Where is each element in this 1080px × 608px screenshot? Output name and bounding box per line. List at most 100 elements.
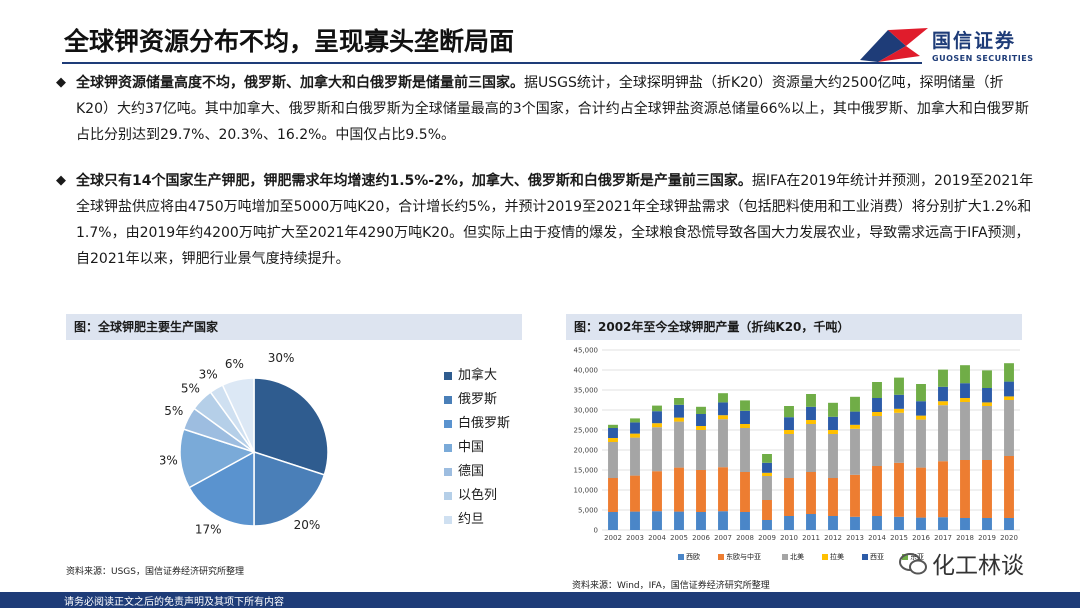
pie-value-label-6: 3% xyxy=(199,368,218,382)
x-tick-label: 2002 xyxy=(604,534,622,542)
y-tick-label: 30,000 xyxy=(574,407,599,415)
y-tick-label: 40,000 xyxy=(574,367,599,375)
legend-label: 俄罗斯 xyxy=(458,392,498,407)
bar-segment-13-3 xyxy=(894,408,904,413)
legend-swatch xyxy=(822,554,828,560)
x-tick-label: 2009 xyxy=(758,534,776,542)
legend-swatch xyxy=(862,554,868,560)
legend-swatch xyxy=(444,443,452,452)
x-tick-label: 2011 xyxy=(802,534,820,542)
legend-swatch xyxy=(902,554,908,560)
title-divider xyxy=(62,62,922,64)
watermark-text: 化工林谈 xyxy=(932,553,1024,579)
pie-chart: 30%20%17%13%5%5%3%6% xyxy=(160,351,329,536)
bar-segment-9-0 xyxy=(806,514,816,530)
bar-segment-6-4 xyxy=(740,410,750,424)
bar-segment-7-0 xyxy=(762,520,772,530)
bar-segment-17-4 xyxy=(982,388,992,403)
bar-segment-9-2 xyxy=(806,424,816,472)
bar-segment-0-2 xyxy=(608,442,618,478)
bar-segment-3-0 xyxy=(674,511,684,530)
bar-segment-6-5 xyxy=(740,400,750,411)
x-tick-label: 2019 xyxy=(978,534,996,542)
pie-value-label-5: 5% xyxy=(181,381,200,395)
x-tick-label: 2016 xyxy=(912,534,930,542)
bar-segment-8-1 xyxy=(784,478,794,516)
bar-segment-7-2 xyxy=(762,476,772,500)
bar-segment-0-1 xyxy=(608,478,618,512)
bar-segment-2-1 xyxy=(652,471,662,512)
bar-segment-17-2 xyxy=(982,406,992,460)
bar-segment-18-2 xyxy=(1004,400,1014,456)
footer-disclaimer: 请务必阅读正文之后的免责声明及其项下所有内容 xyxy=(64,597,284,608)
pie-chart-caption: 图：全球钾肥主要生产国家 xyxy=(66,314,522,340)
legend-label: 中国 xyxy=(458,440,485,455)
x-tick-label: 2006 xyxy=(692,534,710,542)
bar-segment-16-5 xyxy=(960,365,970,384)
bar-segment-7-1 xyxy=(762,500,772,520)
pie-legend-item: 中国 xyxy=(444,436,484,455)
bar-segment-3-5 xyxy=(674,398,684,405)
bar-segment-2-0 xyxy=(652,511,662,530)
bar-segment-6-3 xyxy=(740,424,750,428)
legend-swatch xyxy=(718,554,724,560)
legend-label: 北美 xyxy=(790,553,804,561)
legend-swatch xyxy=(678,554,684,560)
pie-slice-7 xyxy=(221,377,255,453)
bar-segment-3-1 xyxy=(674,467,684,512)
bar-segment-13-5 xyxy=(894,377,904,395)
bar-segment-9-1 xyxy=(806,472,816,514)
bar-segment-14-0 xyxy=(916,517,926,530)
pie-slice-0 xyxy=(253,377,329,476)
legend-label: 约旦 xyxy=(458,512,485,527)
pie-legend-item: 德国 xyxy=(444,460,484,479)
y-tick-label: 45,000 xyxy=(574,347,599,355)
bullet-icon: ◆ xyxy=(56,173,66,188)
legend-label: 德国 xyxy=(458,464,485,479)
bar-segment-0-4 xyxy=(608,428,618,438)
bar-segment-16-3 xyxy=(960,398,970,402)
pie-value-label-3: 13% xyxy=(160,453,178,467)
bar-segment-2-5 xyxy=(652,405,662,412)
bar-segment-15-4 xyxy=(938,386,948,402)
logo-text-cn: 国信证券 xyxy=(932,30,1017,52)
x-tick-label: 2003 xyxy=(626,534,644,542)
x-tick-label: 2007 xyxy=(714,534,732,542)
pie-source-note: 资料来源：USGS，国信证券经济研究所整理 xyxy=(66,567,244,577)
bar-segment-6-0 xyxy=(740,512,750,530)
pie-legend-item: 俄罗斯 xyxy=(444,388,497,407)
page-title: 全球钾资源分布不均，呈现寡头垄断局面 xyxy=(64,27,515,56)
bar-segment-15-3 xyxy=(938,401,948,406)
bar-segment-2-3 xyxy=(652,423,662,428)
bar-segment-11-5 xyxy=(850,396,860,412)
bar-segment-5-5 xyxy=(718,393,728,403)
bar-segment-9-5 xyxy=(806,394,816,407)
bar-segment-15-2 xyxy=(938,405,948,462)
pie-legend-item: 约旦 xyxy=(444,508,484,527)
x-tick-label: 2017 xyxy=(934,534,952,542)
paragraph-lead: 全球钾资源储量高度不均，俄罗斯、加拿大和白俄罗斯是储量前三国家。 xyxy=(76,75,524,91)
paragraph-lead: 全球只有14个国家生产钾肥，钾肥需求年均增速约1.5%-2%，加拿大、俄罗斯和白… xyxy=(76,173,752,189)
y-tick-label: 15,000 xyxy=(574,467,599,475)
bar-segment-12-2 xyxy=(872,416,882,466)
bar-segment-5-1 xyxy=(718,467,728,512)
paragraph-body: 据USGS统计，全球探明钾盐（折K20）资源量大约2500亿吨，探明储量（折K2… xyxy=(76,75,1029,143)
legend-swatch xyxy=(444,467,452,476)
bar-segment-8-4 xyxy=(784,417,794,430)
bar-segment-8-2 xyxy=(784,434,794,478)
y-tick-label: 0 xyxy=(594,527,598,535)
bar-segment-11-0 xyxy=(850,516,860,530)
x-tick-label: 2020 xyxy=(1000,534,1018,542)
bar-segment-8-0 xyxy=(784,516,794,530)
legend-swatch xyxy=(444,419,452,428)
bar-segment-4-2 xyxy=(696,430,706,470)
bar-segment-7-3 xyxy=(762,472,772,476)
x-tick-label: 2014 xyxy=(868,534,886,542)
bar-segment-10-1 xyxy=(828,478,838,516)
bar-segment-14-5 xyxy=(916,384,926,402)
bar-segment-1-0 xyxy=(630,511,640,530)
bar-legend-item: 东欧与中亚 xyxy=(718,552,761,562)
x-tick-label: 2005 xyxy=(670,534,688,542)
legend-swatch xyxy=(444,515,452,524)
bar-segment-4-5 xyxy=(696,406,706,414)
